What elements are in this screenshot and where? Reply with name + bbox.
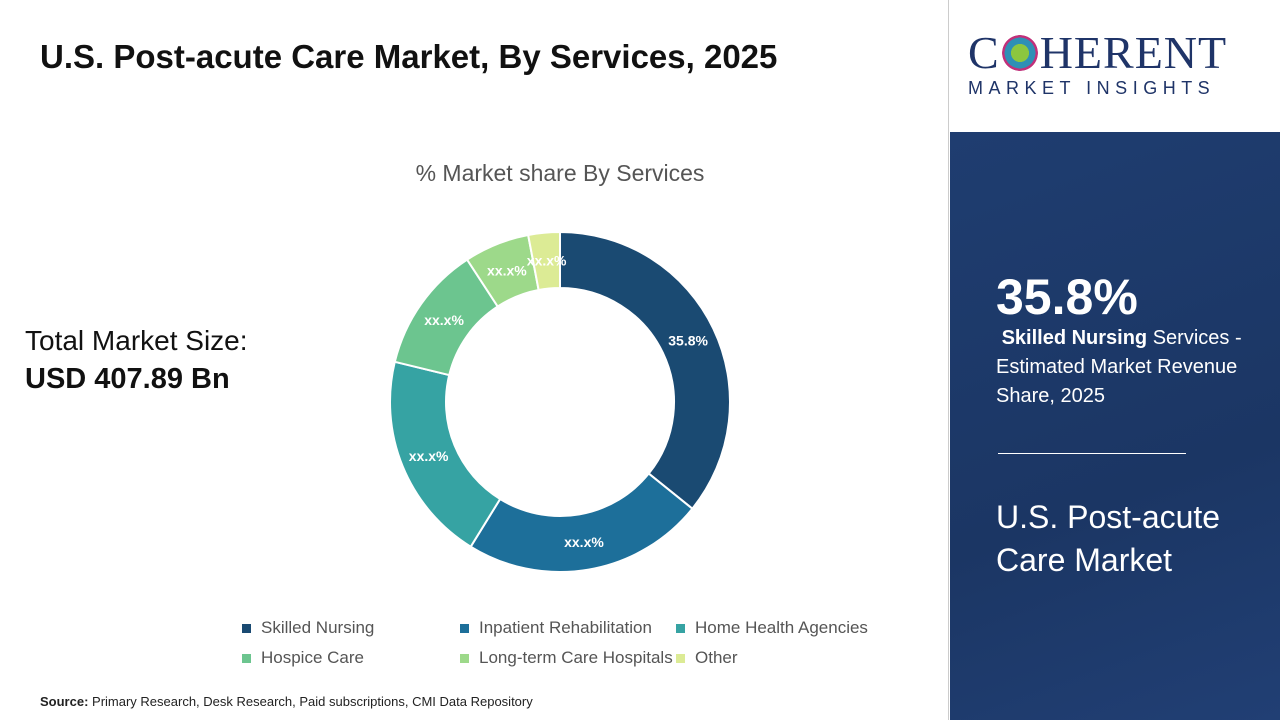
legend-swatch [460, 653, 469, 663]
legend-item: Home Health Agencies [676, 618, 868, 638]
market-size-value: USD 407.89 Bn [25, 363, 230, 395]
legend-item: Other [676, 648, 738, 668]
legend-swatch [676, 653, 685, 663]
legend-swatch [460, 623, 469, 633]
legend-label: Long-term Care Hospitals [479, 648, 673, 667]
data-label: xx.x% [564, 534, 604, 550]
page-title: U.S. Post-acute Care Market, By Services… [40, 38, 778, 75]
source-note: Source: Primary Research, Desk Research,… [40, 694, 533, 709]
chart-title: % Market share By Services [415, 160, 705, 186]
legend-swatch [242, 623, 251, 633]
legend-label: Skilled Nursing [261, 618, 375, 637]
market-size-label: Total Market Size: [25, 325, 248, 356]
legend-label: Other [695, 648, 738, 667]
source-text: Primary Research, Desk Research, Paid su… [92, 694, 533, 709]
legend-item: Hospice Care [242, 648, 364, 668]
divider [998, 453, 1186, 454]
data-label: xx.x% [527, 253, 567, 269]
legend-item: Inpatient Rehabilitation [460, 618, 652, 638]
legend-item: Long-term Care Hospitals [460, 648, 673, 668]
slice-inpatient-rehabilitation [469, 472, 694, 573]
legend-label: Home Health Agencies [695, 618, 868, 637]
data-label: xx.x% [487, 262, 527, 278]
legend-label: Inpatient Rehabilitation [479, 618, 652, 637]
highlight-desc-text: Services - Estimated Market Revenue Shar… [996, 327, 1242, 407]
chart-area: U.S. Post-acute Care Market, By Services… [25, 0, 949, 720]
logo: C HERENT MARKET INSIGHTS [968, 30, 1268, 99]
globe-icon [1001, 35, 1038, 71]
highlight-description: Skilled Nursing Services - Estimated Mar… [996, 324, 1266, 411]
legend-swatch [676, 623, 685, 633]
legend-swatch [242, 653, 251, 663]
data-label: xx.x% [409, 448, 449, 464]
source-label: Source: [40, 694, 89, 709]
logo-subtitle: MARKET INSIGHTS [968, 78, 1216, 98]
slice-skilled-nursing [559, 230, 731, 511]
highlight-panel [950, 132, 1280, 720]
highlight-segment: Skilled Nursing [1001, 327, 1148, 349]
legend-item: Skilled Nursing [242, 618, 374, 638]
legend-label: Hospice Care [261, 648, 364, 667]
data-label: xx.x% [424, 312, 464, 328]
data-label: 35.8% [668, 333, 708, 349]
donut-chart: 35.8%xx.x%xx.x%xx.x%xx.x%xx.x% [389, 230, 731, 573]
market-name: U.S. Post-acute Care Market [996, 499, 1221, 578]
slice-other [526, 230, 561, 292]
highlight-value: 35.8% [996, 269, 1138, 325]
